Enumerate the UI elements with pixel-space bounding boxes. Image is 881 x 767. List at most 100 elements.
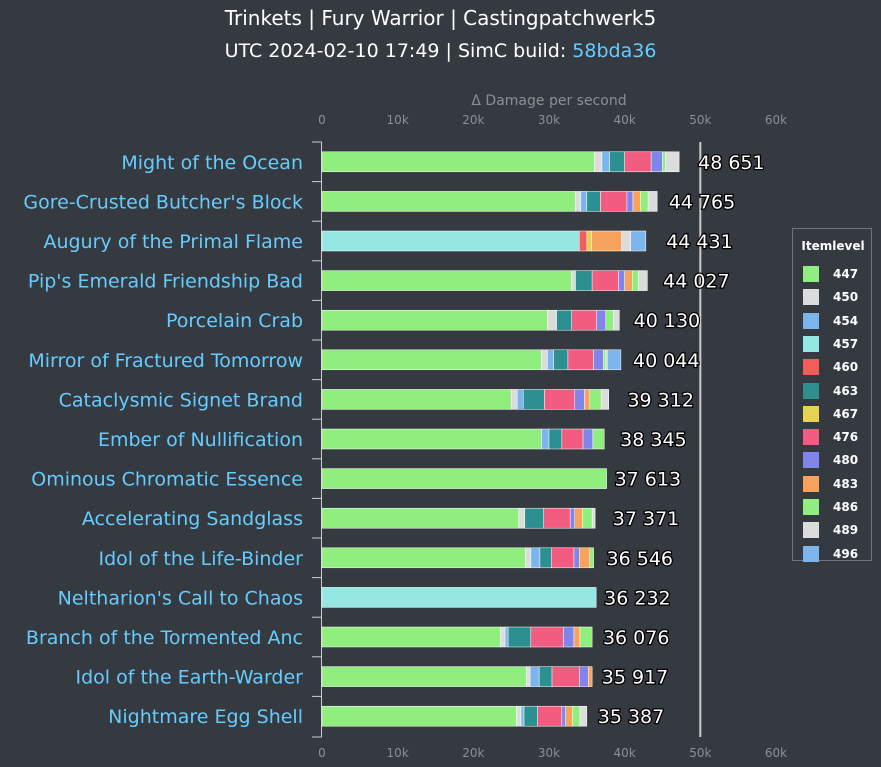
legend-swatch xyxy=(803,405,819,422)
bar-segment-447 xyxy=(321,151,595,173)
bar-segment-480 xyxy=(596,309,606,331)
legend-label: 463 xyxy=(833,383,859,398)
bar-segment-476 xyxy=(543,507,571,529)
chart-title: Trinkets | Fury Warrior | Castingpatchwe… xyxy=(224,6,657,30)
bar-segment-454 xyxy=(530,547,541,569)
bar-segment-447 xyxy=(321,626,501,648)
bar-segment-447 xyxy=(321,507,519,529)
total-value-label: 38 345 xyxy=(620,429,686,451)
bar-segment-454 xyxy=(504,626,509,648)
bar-segment-454 xyxy=(541,428,550,450)
bar-segment-476 xyxy=(530,626,564,648)
legend-swatch xyxy=(803,266,819,282)
bar-segment-450 xyxy=(571,270,576,291)
bar-segment-457 xyxy=(321,587,597,608)
bar-segment-450 xyxy=(594,151,603,173)
bar-segment-489 xyxy=(647,191,658,212)
bar-segment-483 xyxy=(573,626,581,648)
category-label: Might of the Ocean xyxy=(121,152,303,174)
bar-segment-496 xyxy=(630,230,647,252)
category-label: Accelerating Sandglass xyxy=(82,508,303,530)
total-value-label: 39 312 xyxy=(627,389,693,411)
legend-label: 467 xyxy=(833,406,859,421)
legend-swatch xyxy=(803,382,819,399)
total-value-label: 35 387 xyxy=(598,706,664,728)
category-label: Idol of the Earth-Warder xyxy=(76,667,304,689)
bar-segment-480 xyxy=(626,191,634,212)
bar-segment-483 xyxy=(632,191,641,212)
bar-segment-463 xyxy=(538,666,553,687)
legend-label: 447 xyxy=(833,267,859,281)
bar-segment-476 xyxy=(551,666,580,687)
bar-segment-447 xyxy=(321,389,512,410)
legend-label: 450 xyxy=(833,290,859,305)
total-value-label: 48 651 xyxy=(698,152,764,174)
x-tick-label-bottom: 60k xyxy=(765,746,787,760)
legend-label: 486 xyxy=(833,500,859,514)
bar-segment-486 xyxy=(582,507,593,529)
bar-segment-450 xyxy=(525,547,532,569)
legend-swatch xyxy=(803,312,819,329)
total-value-label: 35 917 xyxy=(602,667,668,689)
bar-segment-450 xyxy=(518,507,526,529)
bar-segment-463 xyxy=(524,507,544,529)
bar-segment-463 xyxy=(586,191,601,212)
x-tick-label-top: 20k xyxy=(462,113,484,127)
simc-build-link[interactable]: 58bda36 xyxy=(572,40,657,62)
bar-segment-476 xyxy=(600,191,628,212)
bar-segment-450 xyxy=(575,191,582,212)
legend: Itemlevel 447 450 454 457 460 463 467 476 480 483… xyxy=(792,228,872,562)
legend-swatch xyxy=(803,289,819,306)
category-label: Gore-Crusted Butcher's Block xyxy=(23,191,303,213)
bar-segment-496 xyxy=(607,349,622,371)
bar-segment-483 xyxy=(579,547,591,569)
bar-segment-489 xyxy=(613,309,620,331)
bar-segment-489 xyxy=(638,270,648,291)
bar-segment-480 xyxy=(579,666,589,687)
category-label: Ember of Nullification xyxy=(98,429,303,451)
bar-segment-483 xyxy=(591,230,622,252)
bar-segment-450 xyxy=(541,349,548,371)
x-tick-label-top: 0 xyxy=(318,113,326,127)
bar-segment-447 xyxy=(321,666,527,687)
bar-segment-476 xyxy=(537,705,563,727)
bar-segment-489 xyxy=(579,705,588,727)
bar-segment-467 xyxy=(586,230,592,252)
bar-segment-486 xyxy=(605,309,614,331)
total-value-label: 40 130 xyxy=(634,310,700,332)
total-value-label: 36 546 xyxy=(607,548,673,570)
bar-segment-486 xyxy=(592,428,605,450)
bar-segment-480 xyxy=(573,547,580,569)
bar-segment-480 xyxy=(618,270,625,291)
x-tick-label-top: 10k xyxy=(387,113,409,127)
bar-segment-454 xyxy=(520,705,525,727)
x-tick-label-bottom: 50k xyxy=(689,746,711,760)
category-label: Branch of the Tormented Anc xyxy=(26,627,303,649)
x-tick-label-top: 30k xyxy=(538,113,560,127)
bar-segment-447 xyxy=(321,547,526,569)
bar-segment-480 xyxy=(561,705,566,727)
total-value-label: 36 232 xyxy=(604,587,670,609)
category-label: Cataclysmic Signet Brand xyxy=(59,389,303,411)
x-axis-title: Δ Damage per second xyxy=(471,93,626,109)
category-label: Ominous Chromatic Essence xyxy=(31,469,303,491)
bar-segment-489 xyxy=(600,389,610,410)
category-label: Nightmare Egg Shell xyxy=(108,706,303,728)
subtitle-text: UTC 2024-02-10 17:49 | SimC build: xyxy=(224,40,573,62)
x-tick-label-top: 60k xyxy=(765,113,787,127)
legend-swatch xyxy=(803,522,819,539)
category-label: Augury of the Primal Flame xyxy=(43,231,303,253)
total-value-label: 44 431 xyxy=(666,231,732,253)
x-tick-label-bottom: 10k xyxy=(387,746,409,760)
bar-segment-476 xyxy=(624,151,652,173)
bar-segment-483 xyxy=(624,270,633,291)
category-label: Pip's Emerald Friendship Bad xyxy=(28,271,303,293)
bar-segment-486 xyxy=(603,349,606,371)
category-label: Neltharion's Call to Chaos xyxy=(58,587,303,609)
legend-label: 454 xyxy=(833,313,859,328)
total-value-label: 36 076 xyxy=(603,627,669,649)
bar-segment-460 xyxy=(579,230,588,252)
legend-label: 480 xyxy=(833,453,859,468)
bar-segment-486 xyxy=(662,151,666,173)
bar-segment-454 xyxy=(529,666,540,687)
